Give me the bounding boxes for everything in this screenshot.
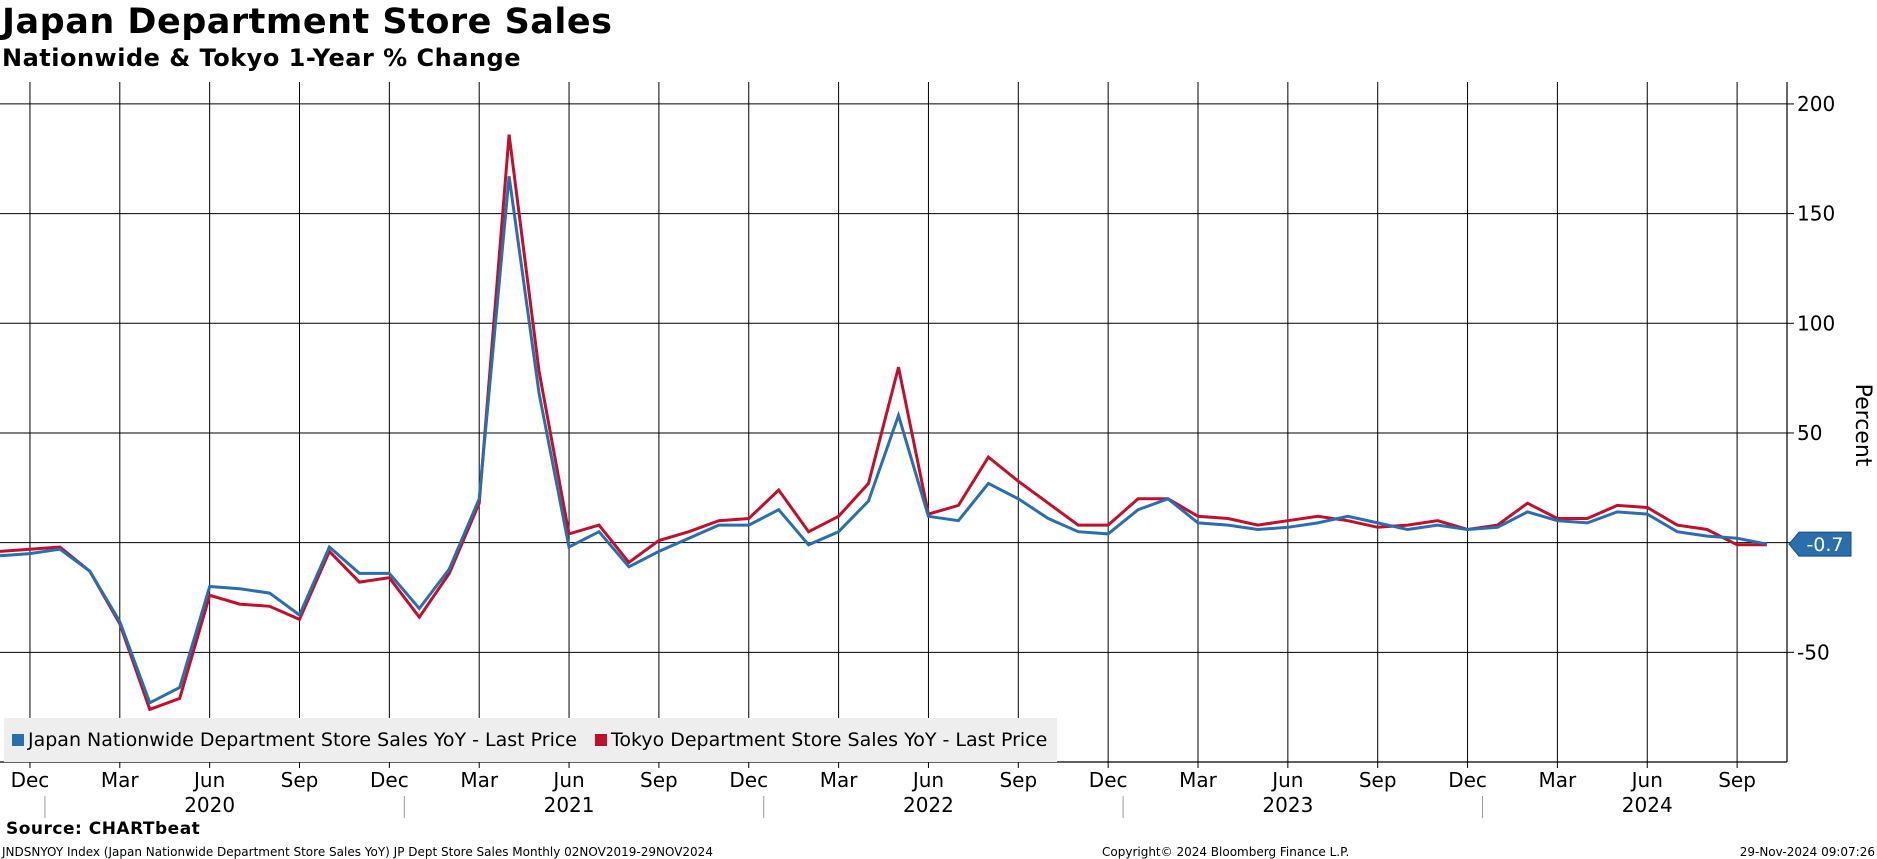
x-tick-label: Jun bbox=[192, 768, 225, 792]
copyright: Copyright© 2024 Bloomberg Finance L.P. bbox=[1102, 845, 1350, 859]
chart-subtitle: Nationwide & Tokyo 1-Year % Change bbox=[2, 44, 521, 72]
x-tick-label: Dec bbox=[11, 768, 50, 792]
index-info: JNDSNYOY Index (Japan Nationwide Departm… bbox=[2, 845, 713, 859]
x-tick-label: Jun bbox=[911, 768, 944, 792]
legend-label-tokyo: Tokyo Department Store Sales YoY - Last … bbox=[611, 729, 1048, 751]
legend-item-tokyo: Tokyo Department Store Sales YoY - Last … bbox=[595, 729, 1047, 751]
legend-swatch-nationwide bbox=[12, 734, 24, 746]
source-label: Source: CHARTbeat bbox=[6, 819, 201, 839]
last-value-badge bbox=[1788, 531, 1852, 557]
x-tick-label: Dec bbox=[729, 768, 768, 792]
legend-item-nationwide: Japan Nationwide Department Store Sales … bbox=[12, 729, 577, 751]
legend-label-nationwide: Japan Nationwide Department Store Sales … bbox=[28, 729, 577, 751]
x-year-label: 2022 bbox=[903, 793, 954, 817]
timestamp: 29-Nov-2024 09:07:26 bbox=[1739, 845, 1875, 859]
chart-title: Japan Department Store Sales bbox=[2, 2, 613, 42]
series-line-nationwide bbox=[0, 176, 1768, 705]
x-tick-label: Mar bbox=[820, 768, 859, 792]
x-tick-label: Mar bbox=[1539, 768, 1578, 792]
series-line-tokyo bbox=[0, 134, 1767, 712]
series-layer bbox=[0, 134, 1768, 712]
legend-swatch-tokyo bbox=[595, 734, 607, 746]
y-tick-label: 200 bbox=[1797, 92, 1835, 116]
x-tick-label: Sep bbox=[1359, 768, 1397, 792]
x-tick-label: Sep bbox=[281, 768, 319, 792]
y-tick-label: 100 bbox=[1797, 311, 1835, 335]
y-tick-label: 50 bbox=[1797, 421, 1822, 445]
x-tick-label: Jun bbox=[551, 768, 584, 792]
x-tick-label: Mar bbox=[101, 768, 140, 792]
x-tick-label: Sep bbox=[640, 768, 678, 792]
x-year-label: 2023 bbox=[1262, 793, 1313, 817]
y-axis-label: Percent bbox=[1850, 384, 1875, 467]
axis-layer: 200 150 100 50 -50 Dec Mar Jun Sep Dec Mar Jun Sep De… bbox=[0, 82, 1852, 818]
y-tick-label: -50 bbox=[1797, 640, 1830, 664]
x-year-label: 2021 bbox=[544, 793, 595, 817]
x-tick-label: Jun bbox=[1630, 768, 1663, 792]
y-tick-label: 150 bbox=[1797, 202, 1835, 226]
x-year-label: 2024 bbox=[1622, 793, 1673, 817]
x-tick-label: Jun bbox=[1270, 768, 1303, 792]
x-tick-label: Dec bbox=[1089, 768, 1128, 792]
last-value-label: -0.7 bbox=[1806, 534, 1843, 556]
grid-layer bbox=[0, 82, 1787, 762]
x-tick-label: Sep bbox=[999, 768, 1037, 792]
x-tick-label: Mar bbox=[460, 768, 499, 792]
x-year-label: 2020 bbox=[184, 793, 235, 817]
x-tick-label: Sep bbox=[1718, 768, 1756, 792]
x-tick-label: Dec bbox=[1448, 768, 1487, 792]
x-tick-label: Dec bbox=[370, 768, 409, 792]
x-tick-label: Mar bbox=[1179, 768, 1218, 792]
chart-legend: Japan Nationwide Department Store Sales … bbox=[4, 718, 1058, 762]
